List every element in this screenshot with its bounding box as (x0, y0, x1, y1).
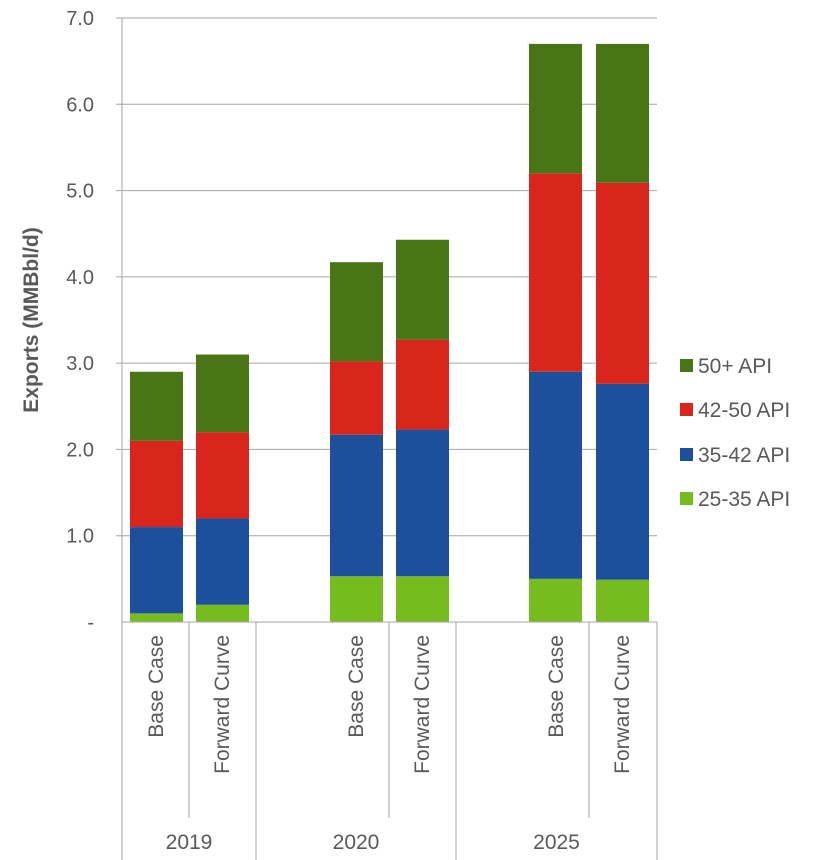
legend-swatch (680, 448, 693, 461)
bar-2025-base-case-42-50-api (529, 173, 582, 372)
category-label: Base Case (145, 635, 168, 738)
legend-label: 25-35 API (698, 488, 790, 511)
category-label: Base Case (545, 635, 568, 738)
y-tick-label: 4.0 (66, 267, 94, 289)
legend-swatch (680, 359, 693, 372)
group-label-2019: 2019 (166, 831, 213, 854)
y-tick-label: 7.0 (66, 8, 94, 30)
bar-2025-base-case-25-35-api (529, 578, 582, 622)
bar-2019-base-case-35-42-api (130, 527, 183, 614)
bar-2019-forward-curve-42-50-api (196, 432, 249, 519)
y-tick-label: 5.0 (66, 181, 94, 203)
bar-2020-base-case-25-35-api (330, 576, 383, 622)
bar-2020-forward-curve-35-42-api (396, 429, 449, 577)
category-label: Forward Curve (211, 635, 234, 774)
y-tick-label: 6.0 (66, 94, 94, 116)
bar-2025-forward-curve-42-50-api (596, 182, 649, 384)
bar-2019-forward-curve-35-42-api (196, 518, 249, 605)
y-tick-label: - (87, 612, 94, 634)
y-tick-label: 1.0 (66, 526, 94, 548)
group-label-2020: 2020 (333, 831, 380, 854)
bar-2020-base-case-35-42-api (330, 434, 383, 577)
category-label: Base Case (345, 635, 368, 738)
y-tick-label: 3.0 (66, 353, 94, 375)
bar-2025-forward-curve-50-api (596, 43, 649, 183)
bar-2019-base-case-42-50-api (130, 440, 183, 528)
bar-2019-forward-curve-50-api (196, 354, 249, 433)
bar-2025-forward-curve-35-42-api (596, 383, 649, 580)
bar-2025-base-case-50-api (529, 43, 582, 174)
bar-2020-forward-curve-50-api (396, 239, 449, 340)
legend-label: 35-42 API (698, 444, 790, 467)
y-axis-title: Exports (MMBbl/d) (20, 227, 43, 412)
y-tick-label: 2.0 (66, 439, 94, 461)
bar-2020-forward-curve-42-50-api (396, 339, 449, 430)
bar-2020-forward-curve-25-35-api (396, 576, 449, 622)
bar-2020-base-case-50-api (330, 262, 383, 362)
legend-swatch (680, 492, 693, 505)
legend-swatch (680, 403, 693, 416)
bar-2019-base-case-25-35-api (130, 613, 183, 622)
bar-2025-forward-curve-25-35-api (596, 579, 649, 622)
bar-2020-base-case-42-50-api (330, 361, 383, 435)
category-label: Forward Curve (411, 635, 434, 774)
legend-label: 42-50 API (698, 399, 790, 422)
category-label: Forward Curve (611, 635, 634, 774)
bar-2019-base-case-50-api (130, 371, 183, 441)
legend-label: 50+ API (698, 355, 772, 378)
group-label-2025: 2025 (533, 831, 580, 854)
bar-2025-base-case-35-42-api (529, 371, 582, 579)
bar-2019-forward-curve-25-35-api (196, 604, 249, 622)
